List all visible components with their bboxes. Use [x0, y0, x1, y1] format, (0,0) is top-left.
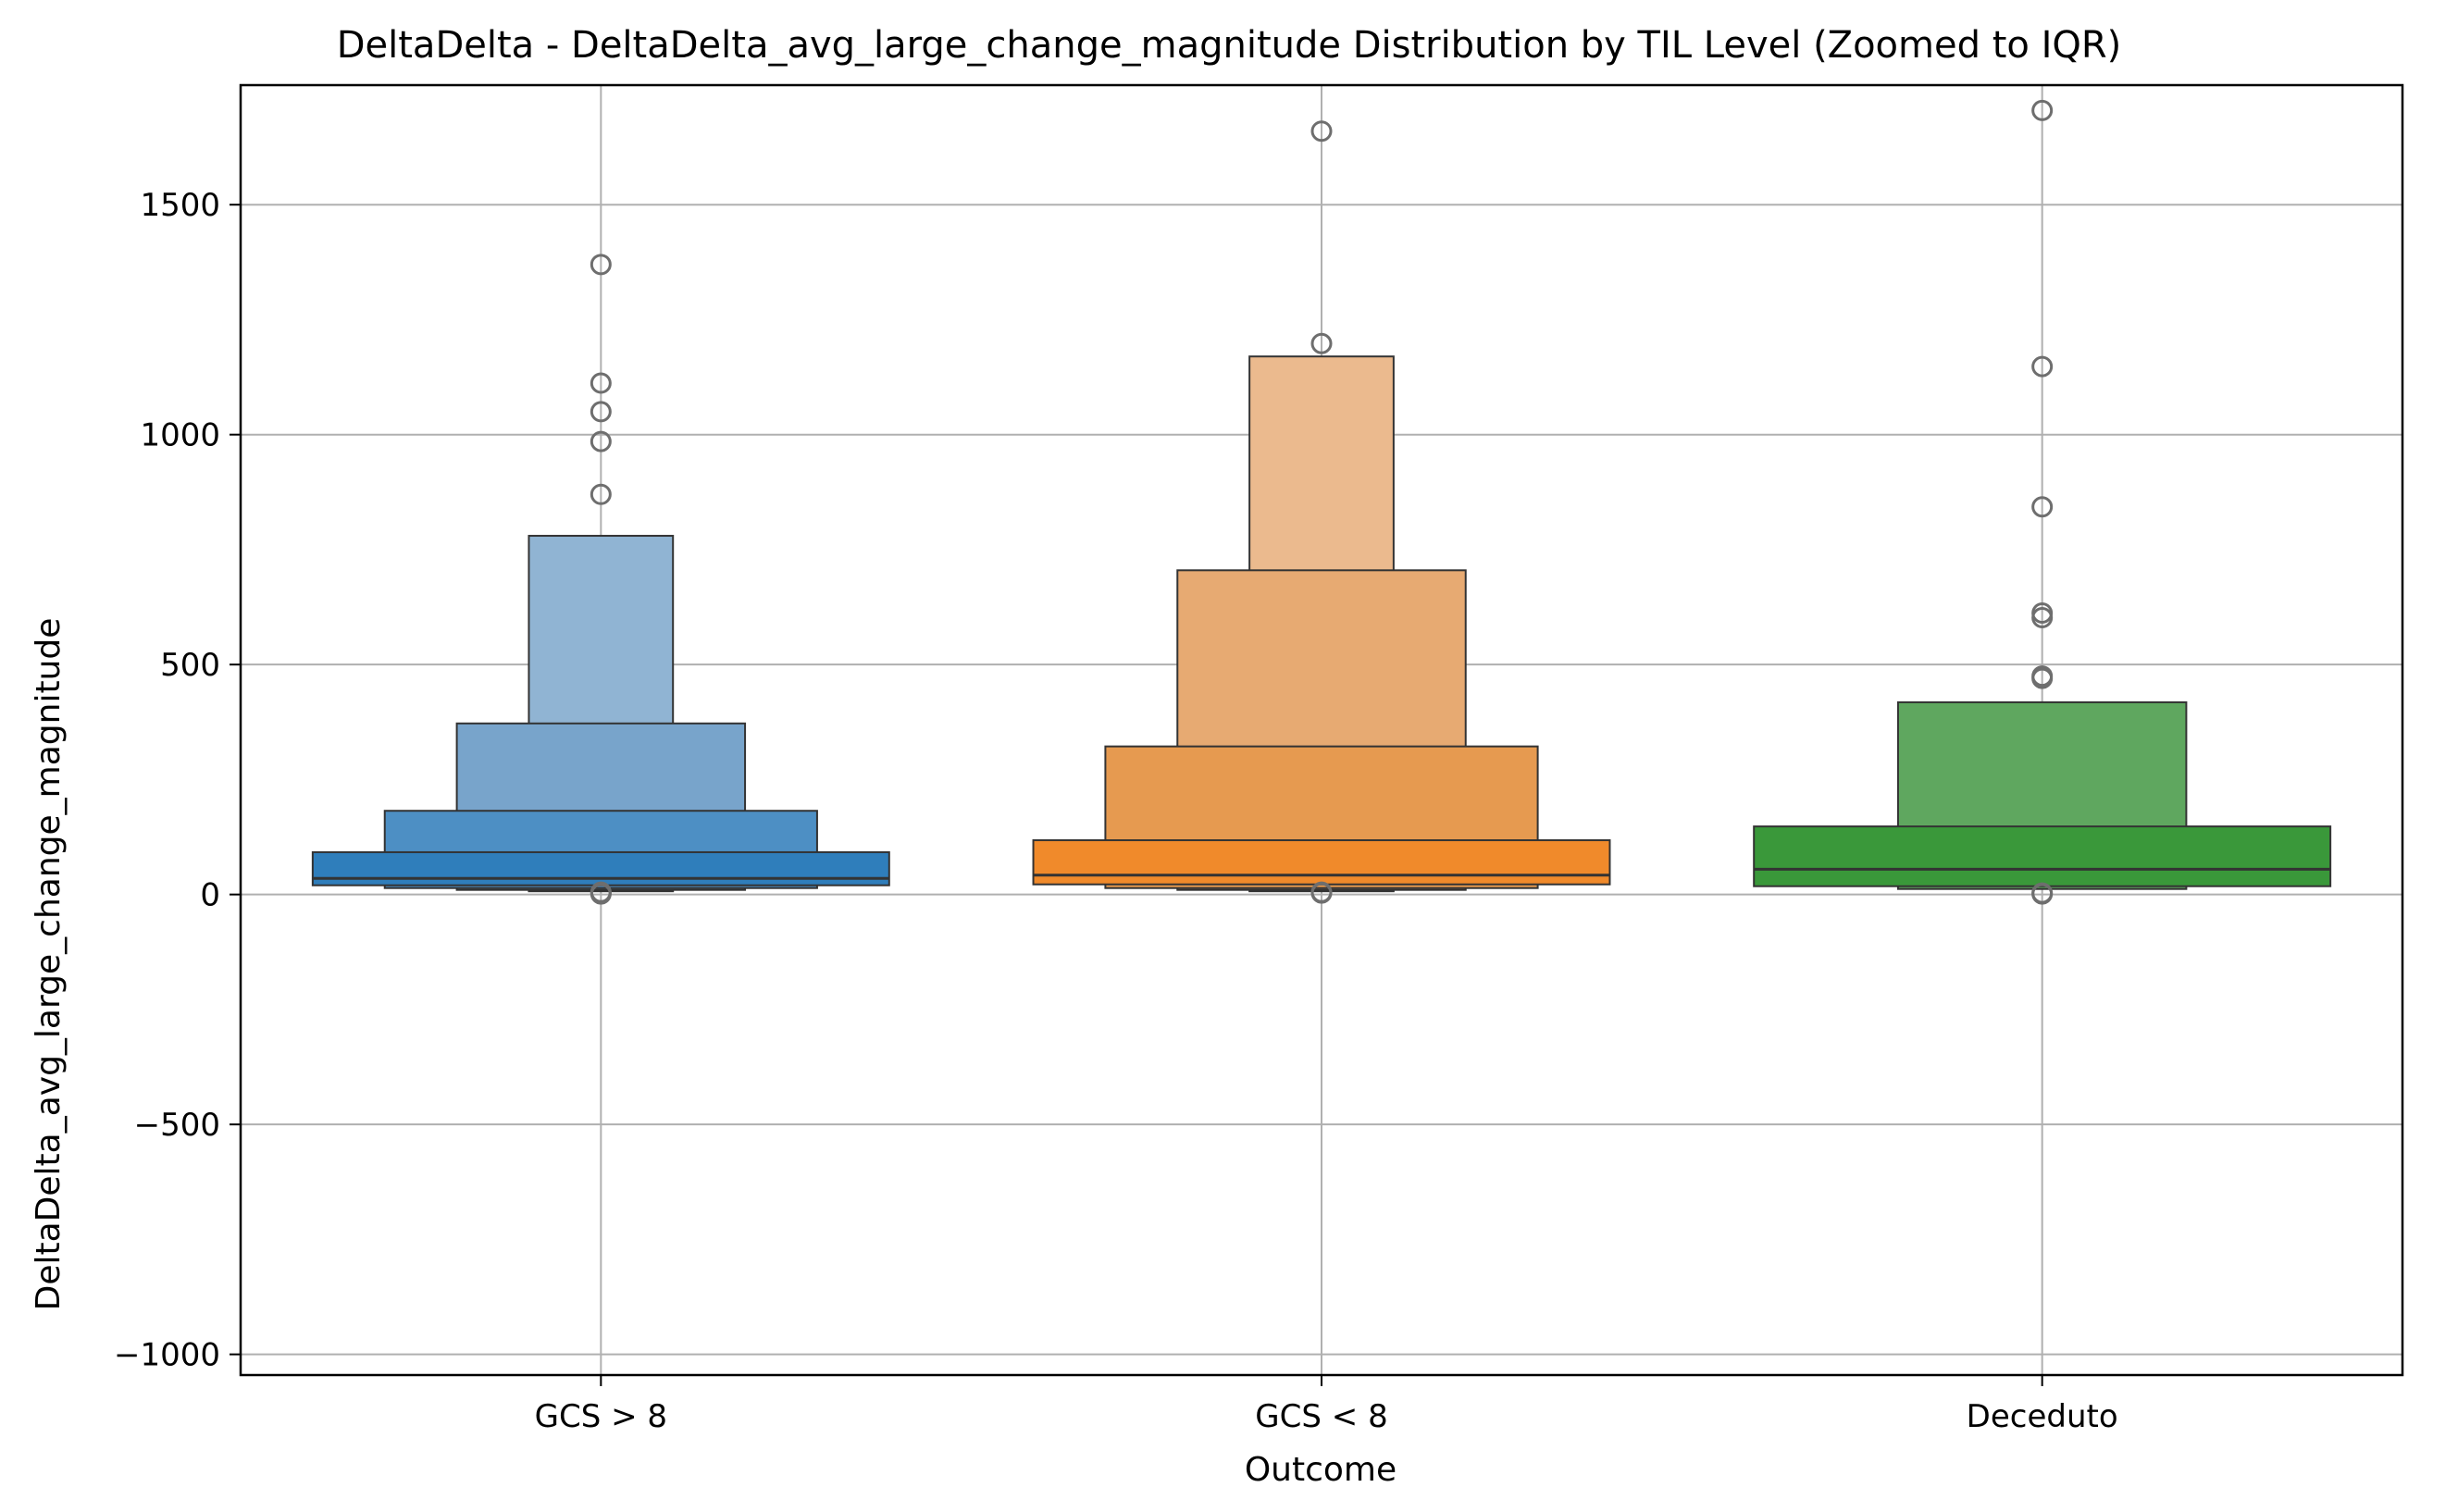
outlier-layer [590, 99, 2054, 905]
x-tick-label: Deceduto [1967, 1398, 2118, 1435]
boxen-box [311, 850, 890, 886]
outlier-point [1310, 332, 1333, 354]
outlier-point [2031, 496, 2054, 518]
chart-title: DeltaDelta - DeltaDelta_avg_large_change… [337, 24, 2122, 67]
box-layer [311, 355, 2332, 893]
outlier-point [590, 254, 612, 276]
outlier-point [2031, 355, 2054, 378]
outlier-point [590, 883, 612, 905]
outlier-point [2031, 99, 2054, 121]
x-tick-label: GCS > 8 [535, 1398, 667, 1435]
outlier-point [2031, 883, 2054, 905]
outlier-point [590, 372, 612, 394]
outlier-point [590, 483, 612, 505]
outlier-point [590, 430, 612, 452]
y-tick-label: −1000 [114, 1337, 220, 1374]
y-tick-label: 500 [160, 647, 220, 684]
outlier-point [2031, 667, 2054, 689]
outlier-point [1310, 120, 1333, 143]
axis-layer: −1000 −500 0 500 1000 1500 GCS > 8 GCS < 8 Deced… [114, 83, 2404, 1435]
boxen-box [1753, 825, 2332, 887]
outlier-point [1310, 882, 1333, 904]
y-tick-label: 1500 [140, 187, 220, 224]
outlier-point [2031, 606, 2054, 628]
y-tick-label: 0 [200, 877, 220, 914]
outlier-point [590, 401, 612, 423]
plot-frame [239, 83, 2404, 1377]
y-tick-label: −500 [134, 1107, 220, 1144]
boxen-box [1032, 839, 1611, 886]
y-axis-label: DeltaDelta_avg_large_change_magnitude [30, 618, 68, 1311]
x-tick-label: GCS < 8 [1255, 1398, 1387, 1435]
x-axis-label: Outcome [1245, 1451, 1397, 1489]
y-tick-label: 1000 [140, 417, 220, 454]
